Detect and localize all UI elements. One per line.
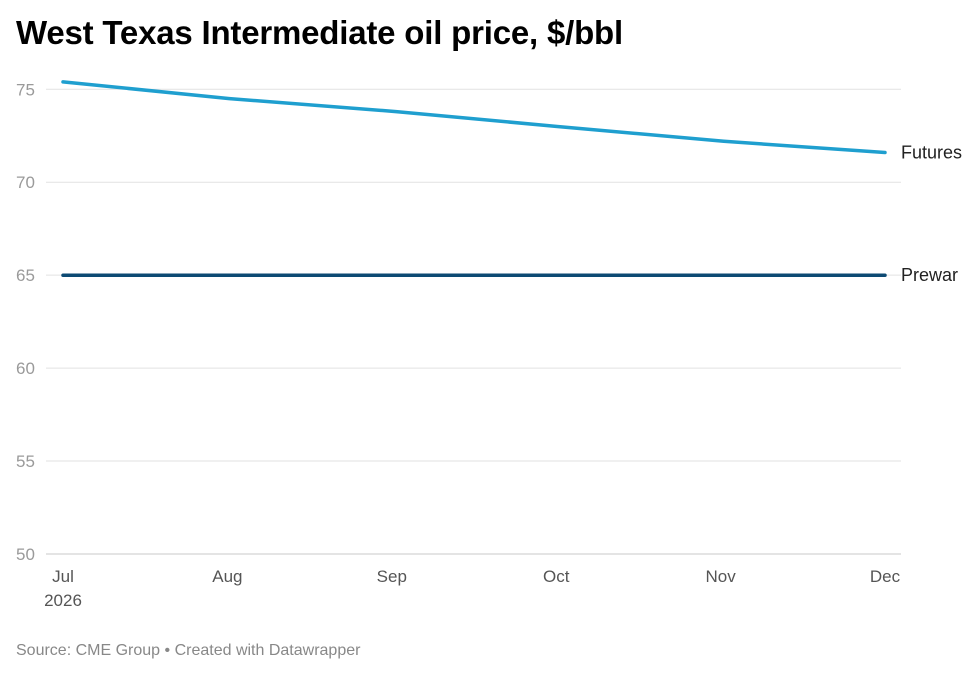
x-year-label: 2026 [44, 591, 82, 610]
y-tick-label: 55 [16, 452, 35, 471]
chart-footer: Source: CME Group • Created with Datawra… [16, 642, 360, 660]
source-note: Source: CME Group [16, 642, 161, 659]
y-tick-label: 75 [16, 80, 35, 99]
x-tick-label: Dec [870, 567, 901, 586]
chart-title: West Texas Intermediate oil price, $/bbl [16, 14, 623, 51]
x-tick-label: Jul [52, 567, 74, 586]
y-tick-label: 65 [16, 266, 35, 285]
x-tick-label: Aug [212, 567, 242, 586]
x-tick-label: Nov [705, 567, 736, 586]
series-label-prewar: Prewar [901, 265, 958, 285]
x-tick-label: Sep [377, 567, 407, 586]
footer-separator: • [164, 642, 171, 659]
y-tick-label: 70 [16, 173, 35, 192]
y-tick-label: 50 [16, 545, 35, 564]
series-label-futures: Futures [901, 142, 962, 162]
x-tick-label: Oct [543, 567, 570, 586]
y-tick-label: 60 [16, 359, 35, 378]
line-chart: 50 55 60 65 70 75 Jul Aug Sep Oct Nov Dec 2026 Prewar… [16, 80, 962, 610]
credit-note: Created with Datawrapper [174, 642, 361, 659]
series-line-futures [61, 80, 887, 155]
